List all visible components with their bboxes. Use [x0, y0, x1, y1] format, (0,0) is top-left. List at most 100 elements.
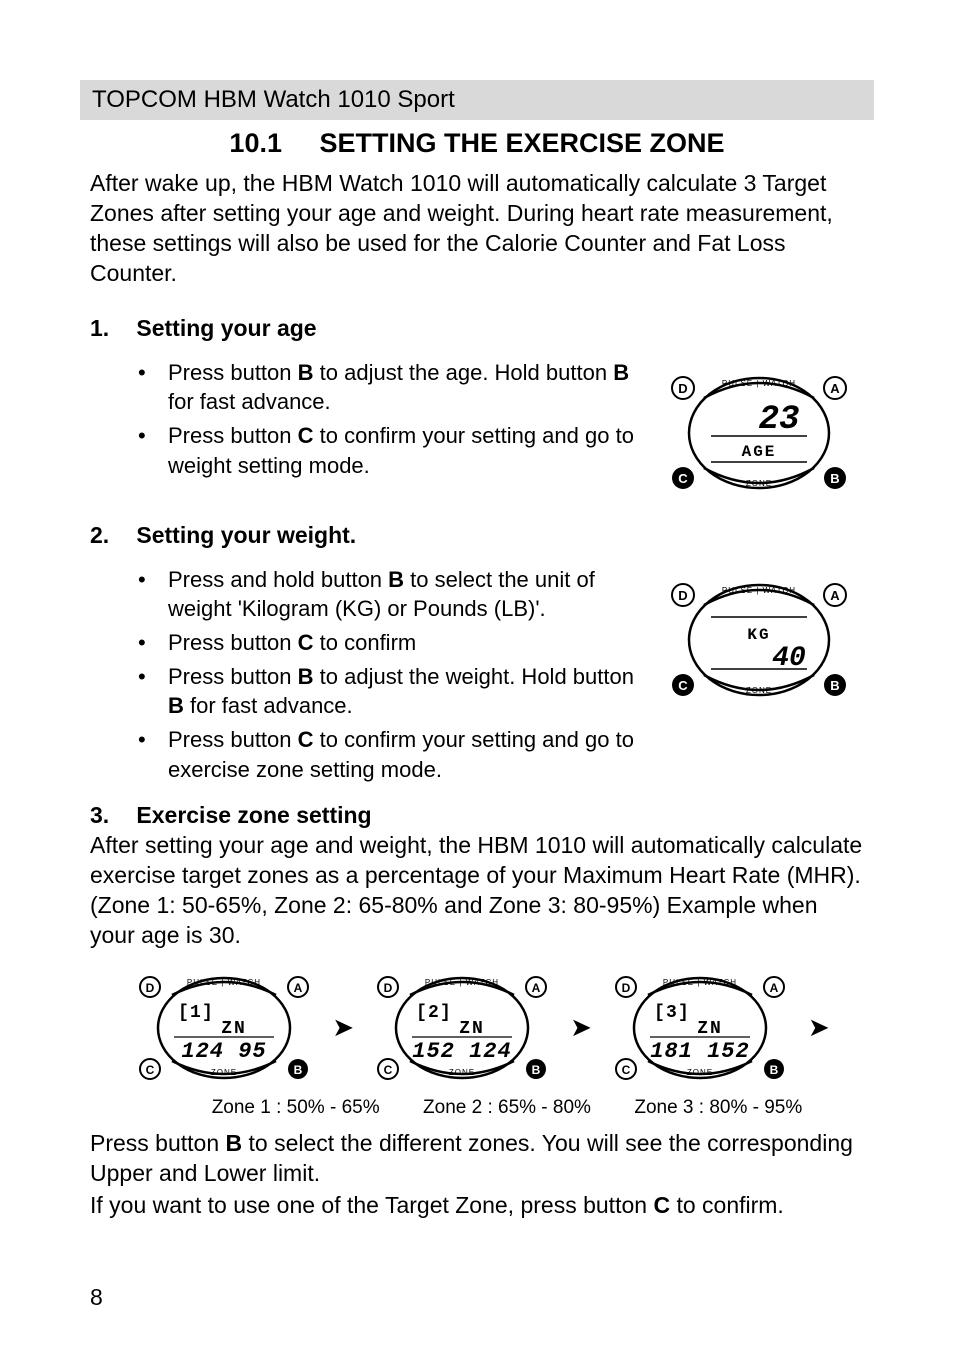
step2-title: Setting your weight.	[136, 522, 356, 548]
svg-text:]: ]	[678, 1003, 691, 1023]
corner-label: D	[678, 588, 687, 603]
button-ref: B	[298, 360, 314, 385]
button-ref: B	[168, 693, 184, 718]
button-ref: B	[388, 567, 404, 592]
corner-label: D	[678, 381, 687, 396]
corner-label: B	[830, 471, 839, 486]
button-ref: B	[613, 360, 629, 385]
text: for fast advance.	[184, 693, 353, 718]
text: to adjust the weight. Hold button	[314, 664, 634, 689]
text: to confirm.	[670, 1192, 784, 1218]
zone-caption: Zone 3 : 80% - 95%	[613, 1097, 824, 1119]
svg-text:PULSE | WATCH: PULSE | WATCH	[663, 978, 737, 987]
button-ref: C	[298, 423, 314, 448]
text: to confirm	[314, 630, 417, 655]
list-item: Press and hold button B to select the un…	[138, 565, 636, 624]
zone-watch-icon: PULSE | WATCH ZONE D A C B [ 2 ] ZN 152 …	[362, 963, 562, 1093]
step1-title: Setting your age	[136, 315, 316, 341]
zone-label: ZN	[697, 1019, 723, 1039]
watch-label: AGE	[742, 443, 777, 461]
text: Press button	[168, 423, 298, 448]
zone-index: 1	[190, 1003, 203, 1023]
product-name: TOPCOM HBM Watch 1010 Sport	[92, 86, 455, 113]
corner-label: C	[678, 471, 688, 486]
step2-index: 2.	[90, 522, 130, 549]
list-item: Press button C to confirm	[138, 628, 636, 658]
svg-text:PULSE | WATCH: PULSE | WATCH	[722, 586, 796, 595]
list-item: Press button B to adjust the age. Hold b…	[138, 358, 636, 417]
svg-text:ZONE: ZONE	[746, 479, 772, 488]
zone-label: ZN	[459, 1019, 485, 1039]
corner-label: C	[384, 1063, 393, 1077]
svg-text:ZONE: ZONE	[211, 1068, 237, 1077]
corner-label: B	[532, 1063, 541, 1077]
svg-text:ZONE: ZONE	[746, 686, 772, 695]
corner-label: B	[770, 1063, 779, 1077]
zone-watch-icon: PULSE | WATCH ZONE D A C B [ 3 ] ZN 181 …	[600, 963, 800, 1093]
zone-label: ZN	[221, 1019, 247, 1039]
corner-label: D	[384, 981, 393, 995]
svg-text:[: [	[178, 1003, 191, 1023]
zones-row: PULSE | WATCH ZONE D A C B [ 1 ] ZN 124 …	[90, 963, 864, 1093]
watch-value: 23	[759, 401, 800, 439]
svg-text:PULSE | WATCH: PULSE | WATCH	[425, 978, 499, 987]
corner-label: A	[294, 981, 303, 995]
svg-text:]: ]	[440, 1003, 453, 1023]
step1-heading: 1. Setting your age	[90, 315, 864, 342]
zone-range: 181 152	[650, 1039, 749, 1064]
corner-label: D	[622, 981, 631, 995]
svg-text:ZONE: ZONE	[687, 1068, 713, 1077]
corner-label: A	[830, 588, 840, 603]
step3-paragraph: After setting your age and weight, the H…	[90, 831, 864, 951]
tail-paragraph-1: Press button B to select the different z…	[90, 1129, 864, 1189]
svg-text:PULSE | WATCH: PULSE | WATCH	[722, 379, 796, 388]
button-ref: C	[298, 630, 314, 655]
list-item: Press button B to adjust the weight. Hol…	[138, 662, 636, 721]
step3-heading: 3. Exercise zone setting	[90, 802, 864, 829]
zone-caption: Zone 1 : 50% - 65%	[190, 1097, 401, 1119]
corner-label: C	[622, 1063, 631, 1077]
step3-index: 3.	[90, 802, 130, 829]
corner-label: A	[830, 381, 840, 396]
step3-title: Exercise zone setting	[136, 802, 371, 828]
tail-paragraph-2: If you want to use one of the Target Zon…	[90, 1191, 864, 1221]
zone-watch-icon: PULSE | WATCH ZONE D A C B [ 1 ] ZN 124 …	[124, 963, 324, 1093]
svg-text:]: ]	[202, 1003, 215, 1023]
header-band: TOPCOM HBM Watch 1010 Sport	[80, 80, 874, 120]
list-item: Press button C to confirm your setting a…	[138, 725, 636, 784]
section-number: 10.1	[229, 128, 282, 159]
svg-text:ZONE: ZONE	[449, 1068, 475, 1077]
arrow-icon: ➤	[570, 1012, 592, 1043]
section-title: 10.1 SETTING THE EXERCISE ZONE	[90, 128, 864, 159]
svg-text:PULSE | WATCH: PULSE | WATCH	[187, 978, 261, 987]
intro-paragraph: After wake up, the HBM Watch 1010 will a…	[90, 169, 864, 289]
watch-icon: PULSE | WATCH ZONE D A C B KG 40	[659, 565, 859, 715]
step1-watch: PULSE | WATCH ZONE D A C B 23 AGE	[654, 358, 864, 508]
text: to adjust the age. Hold button	[314, 360, 614, 385]
text: Press button	[168, 664, 298, 689]
zone-captions: Zone 1 : 50% - 65% Zone 2 : 65% - 80% Zo…	[190, 1097, 824, 1119]
text: for fast advance.	[168, 389, 331, 414]
arrow-icon: ➤	[808, 1012, 830, 1043]
step2-bullets: Press and hold button B to select the un…	[90, 565, 636, 789]
zone-index: 2	[428, 1003, 441, 1023]
button-ref: C	[298, 727, 314, 752]
button-ref: B	[298, 664, 314, 689]
svg-text:[: [	[654, 1003, 667, 1023]
corner-label: C	[146, 1063, 155, 1077]
svg-text:[: [	[416, 1003, 429, 1023]
text: If you want to use one of the Target Zon…	[90, 1192, 653, 1218]
button-ref: B	[226, 1130, 243, 1156]
corner-label: D	[146, 981, 155, 995]
step1-index: 1.	[90, 315, 130, 342]
text: Press and hold button	[168, 567, 388, 592]
watch-label: KG	[747, 626, 770, 644]
button-ref: C	[653, 1192, 670, 1218]
text: Press button	[168, 630, 298, 655]
zone-range: 152 124	[412, 1039, 511, 1064]
list-item: Press button C to confirm your setting a…	[138, 421, 636, 480]
corner-label: B	[294, 1063, 303, 1077]
zone-caption: Zone 2 : 65% - 80%	[401, 1097, 612, 1119]
step2-heading: 2. Setting your weight.	[90, 522, 864, 549]
corner-label: A	[770, 981, 779, 995]
